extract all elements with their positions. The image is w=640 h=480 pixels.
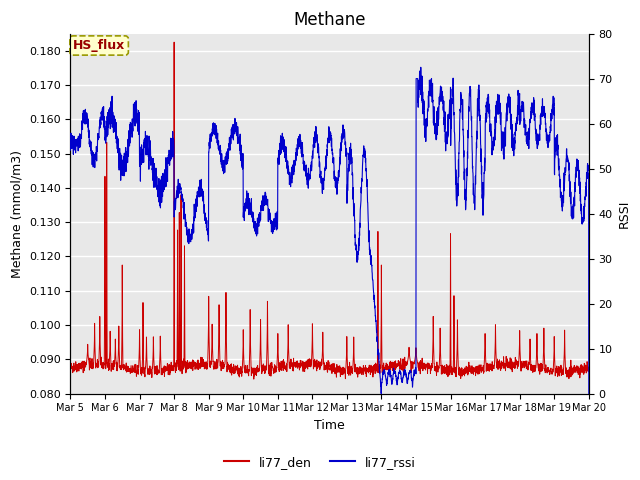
Y-axis label: RSSI: RSSI	[618, 199, 631, 228]
Text: HS_flux: HS_flux	[73, 39, 125, 52]
X-axis label: Time: Time	[314, 419, 345, 432]
Y-axis label: Methane (mmol/m3): Methane (mmol/m3)	[10, 150, 24, 277]
Legend: li77_den, li77_rssi: li77_den, li77_rssi	[219, 451, 421, 474]
Title: Methane: Methane	[293, 11, 366, 29]
